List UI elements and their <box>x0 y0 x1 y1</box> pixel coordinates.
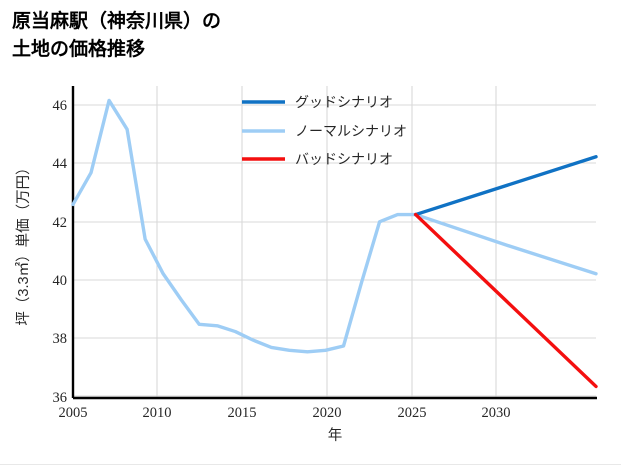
legend-label-normal: ノーマルシナリオ <box>295 123 407 139</box>
x-axis-tick-labels: 2005 2010 2015 2020 2025 2030 <box>59 405 511 421</box>
y-tick-label: 40 <box>53 273 68 289</box>
y-tick-label: 38 <box>53 331 68 347</box>
series-line-normal <box>71 98 598 354</box>
y-tick-label: 42 <box>53 215 68 231</box>
x-tick-label: 2030 <box>482 405 511 421</box>
x-tick-label: 2015 <box>228 405 257 421</box>
x-tick-label: 2020 <box>313 405 342 421</box>
y-tick-label: 36 <box>53 390 68 406</box>
legend-label-good: グッドシナリオ <box>295 94 393 110</box>
y-axis-title: 坪（3.3㎡）単価（万円） <box>15 160 32 325</box>
chart-legend: グッドシナリオ ノーマルシナリオ バッドシナリオ <box>242 94 407 167</box>
x-tick-label: 2010 <box>143 405 172 421</box>
legend-label-bad: バッドシナリオ <box>295 151 393 167</box>
y-axis-tick-labels: 36 38 40 42 44 46 <box>53 98 68 406</box>
series-line-bad <box>413 212 598 389</box>
y-tick-label: 44 <box>53 156 68 172</box>
series-line-good <box>413 155 598 217</box>
series-group <box>71 98 598 389</box>
x-axis-title: 年 <box>328 427 343 444</box>
x-tick-label: 2025 <box>398 405 427 421</box>
y-tick-label: 46 <box>53 98 68 114</box>
page-title: 原当麻駅（神奈川県）の 土地の価格推移 <box>12 11 222 60</box>
x-tick-label: 2005 <box>59 405 88 421</box>
horizontal-gridlines <box>73 104 596 397</box>
